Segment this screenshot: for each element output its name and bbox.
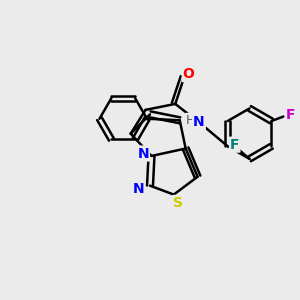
Text: O: O	[183, 67, 195, 81]
Text: N: N	[193, 115, 205, 129]
Text: N: N	[137, 147, 149, 160]
Text: F: F	[230, 138, 239, 152]
Text: S: S	[173, 196, 183, 210]
Text: H: H	[186, 114, 195, 127]
Text: F: F	[286, 108, 296, 122]
Text: N: N	[132, 182, 144, 196]
